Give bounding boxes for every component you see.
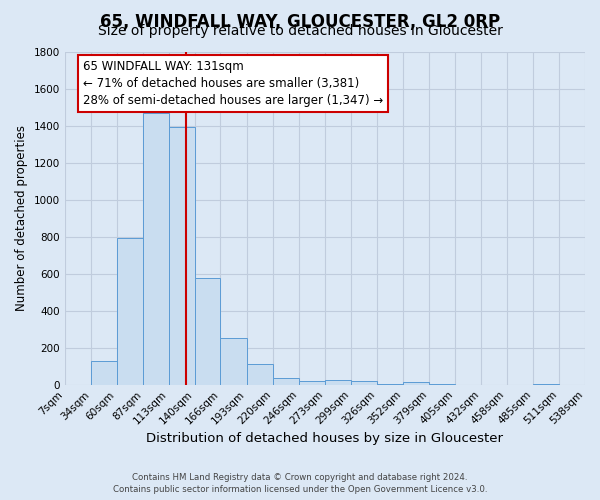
Bar <box>195 278 220 384</box>
Bar <box>169 128 195 384</box>
Bar <box>299 381 325 384</box>
Bar <box>325 380 351 384</box>
Bar <box>351 382 377 384</box>
Text: 65 WINDFALL WAY: 131sqm
← 71% of detached houses are smaller (3,381)
28% of semi: 65 WINDFALL WAY: 131sqm ← 71% of detache… <box>83 60 383 107</box>
X-axis label: Distribution of detached houses by size in Gloucester: Distribution of detached houses by size … <box>146 432 503 445</box>
Bar <box>403 382 429 384</box>
Text: Size of property relative to detached houses in Gloucester: Size of property relative to detached ho… <box>98 24 502 38</box>
Bar <box>116 238 143 384</box>
Text: Contains HM Land Registry data © Crown copyright and database right 2024.
Contai: Contains HM Land Registry data © Crown c… <box>113 472 487 494</box>
Bar <box>220 338 247 384</box>
Bar <box>143 112 169 384</box>
Bar <box>91 360 116 384</box>
Bar <box>247 364 274 384</box>
Bar <box>274 378 299 384</box>
Y-axis label: Number of detached properties: Number of detached properties <box>15 125 28 311</box>
Text: 65, WINDFALL WAY, GLOUCESTER, GL2 0RP: 65, WINDFALL WAY, GLOUCESTER, GL2 0RP <box>100 12 500 30</box>
